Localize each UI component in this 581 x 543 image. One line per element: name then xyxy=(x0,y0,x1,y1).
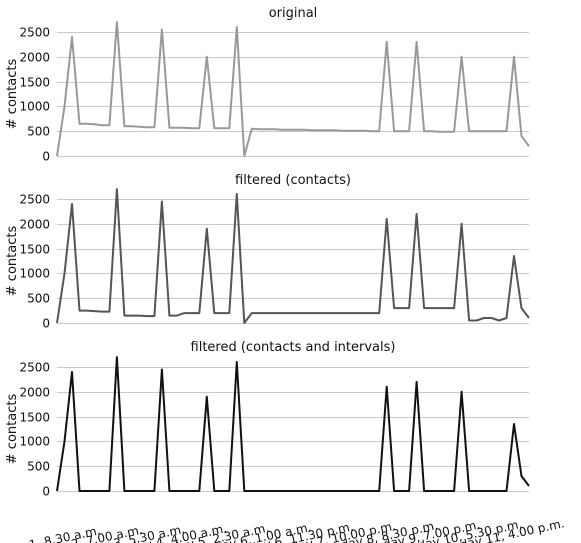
chart-panel-2: filtered (contacts) # contacts 0 500 1000 150… xyxy=(5,173,530,331)
panel-title: original xyxy=(269,6,318,21)
series-line-1 xyxy=(56,188,530,324)
y-tick-label: 2000 xyxy=(19,386,50,400)
y-tick-label: 2500 xyxy=(19,193,50,207)
y-tick-label: 2000 xyxy=(19,218,50,232)
y-tick-label: 0 xyxy=(42,150,50,164)
y-tick-label: 500 xyxy=(27,460,50,474)
y-tick-label: 0 xyxy=(42,317,50,331)
y-axis-label: # contacts xyxy=(5,59,20,130)
y-tick-label: 500 xyxy=(27,125,50,139)
chart-panel-3: filtered (contacts and intervals) # conta… xyxy=(5,340,530,499)
x-axis-labels: day 1, 8.30 a.m.day 2, 7.00 a.m.day 3, 5… xyxy=(3,516,566,543)
y-tick-label: 1500 xyxy=(19,243,50,257)
y-tick-label: 1000 xyxy=(19,435,50,449)
panel-title: filtered (contacts and intervals) xyxy=(191,340,396,355)
panel-title: filtered (contacts) xyxy=(235,173,351,188)
y-axis-label: # contacts xyxy=(5,394,20,465)
y-axis-label: # contacts xyxy=(5,226,20,297)
y-tick-label: 0 xyxy=(42,485,50,499)
y-tick-label: 2000 xyxy=(19,51,50,65)
chart-panel-1: original # contacts 0 500 1000 1500 2000 2500 xyxy=(5,6,530,164)
y-tick-label: 1500 xyxy=(19,411,50,425)
series-line-1 xyxy=(56,21,530,157)
y-tick-label: 1000 xyxy=(19,267,50,281)
y-tick-label: 2500 xyxy=(19,26,50,40)
y-tick-label: 1500 xyxy=(19,76,50,90)
y-tick-label: 1000 xyxy=(19,100,50,114)
y-tick-label: 500 xyxy=(27,292,50,306)
chart-panels: original# contacts05001000150020002500fi… xyxy=(5,6,530,499)
y-tick-label: 2500 xyxy=(19,361,50,375)
series-line-1 xyxy=(56,356,530,492)
